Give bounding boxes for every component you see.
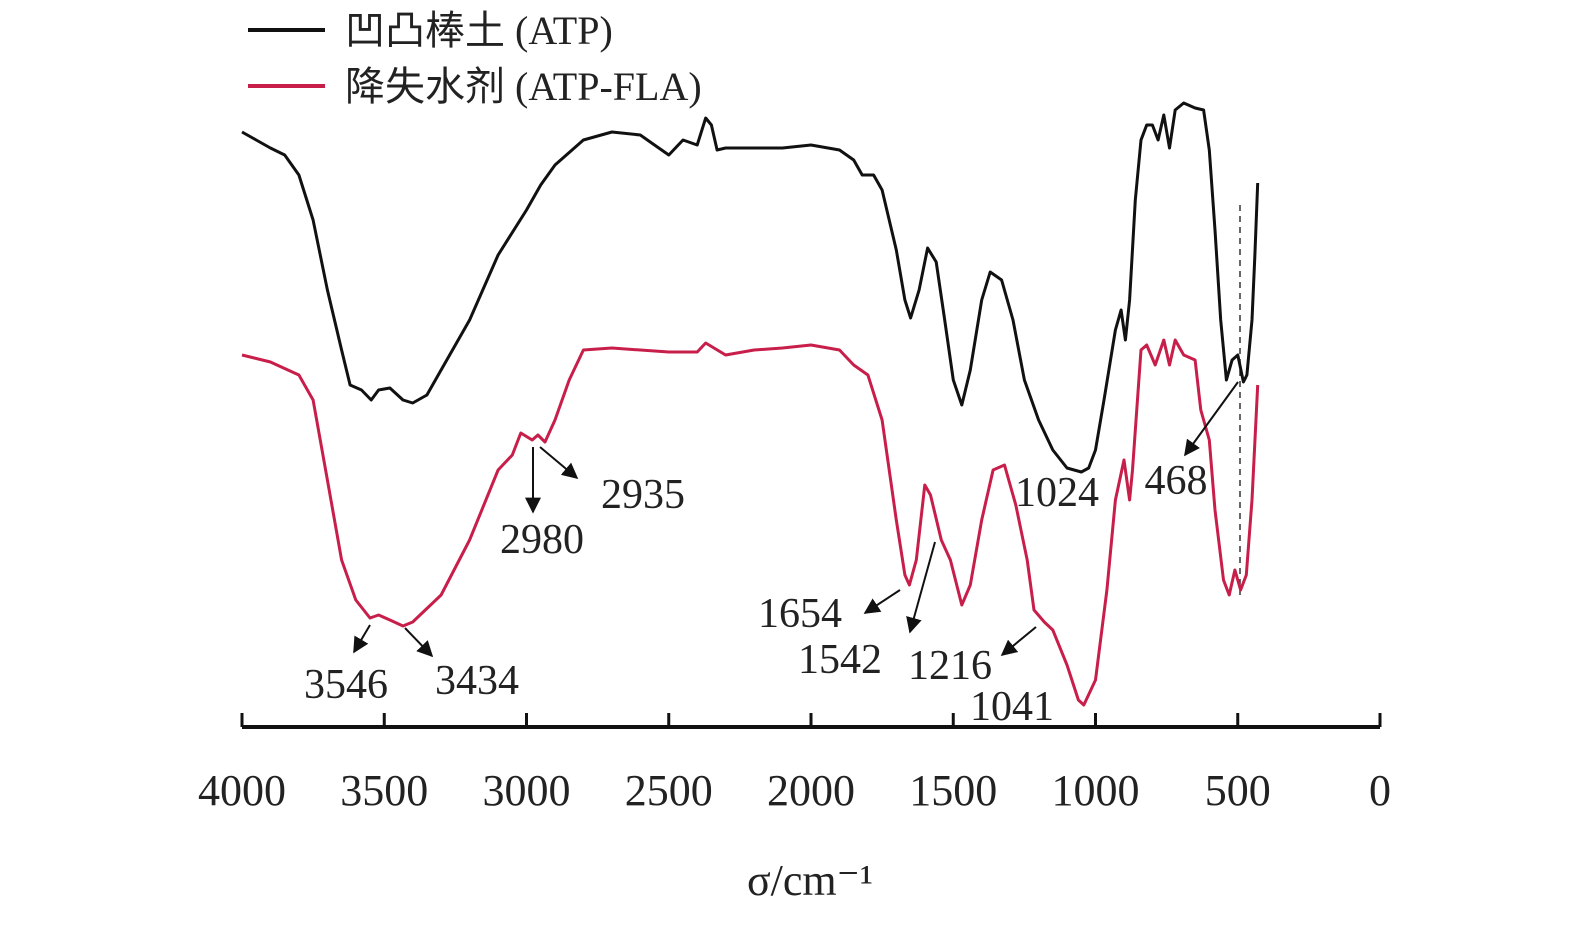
- annotation: 3434: [435, 658, 519, 704]
- x-axis-label: σ/cm⁻¹: [747, 856, 873, 905]
- annotation-arrow: [404, 627, 434, 658]
- x-tick-label: 4000: [198, 766, 286, 815]
- legend-label: 降失水剂 (ATP-FLA): [345, 64, 702, 109]
- x-tick-label: 1500: [909, 766, 997, 815]
- x-tick-label: 0: [1369, 766, 1391, 815]
- x-tick-label: 3000: [483, 766, 571, 815]
- annotation: 3546: [304, 662, 388, 708]
- line: [241, 101, 1260, 474]
- annotation-arrow: [906, 541, 936, 634]
- x-tick-label: 2000: [767, 766, 855, 815]
- x-tick-label: 1000: [1052, 766, 1140, 815]
- annotation-arrow: [539, 446, 579, 480]
- annotation-arrow: [1000, 626, 1037, 657]
- annotation-arrow: [863, 589, 901, 614]
- annotation: 1041: [970, 684, 1054, 730]
- annotation-arrow: [1184, 381, 1239, 457]
- x-tick-label: 500: [1205, 766, 1271, 815]
- legend-label: 凹凸棒土 (ATP): [345, 8, 613, 53]
- annotation: 1216: [908, 643, 992, 689]
- annotation: 2980: [500, 517, 584, 563]
- annotation: 1024: [1015, 470, 1099, 516]
- annotation: 468: [1145, 458, 1208, 504]
- annotation: 2935: [601, 472, 685, 518]
- line: [241, 338, 1260, 707]
- annotation-arrow: [353, 624, 371, 654]
- annotation: 1654: [758, 591, 842, 637]
- annotation: 1542: [798, 637, 882, 683]
- x-tick-label: 3500: [340, 766, 428, 815]
- x-tick-label: 2500: [625, 766, 713, 815]
